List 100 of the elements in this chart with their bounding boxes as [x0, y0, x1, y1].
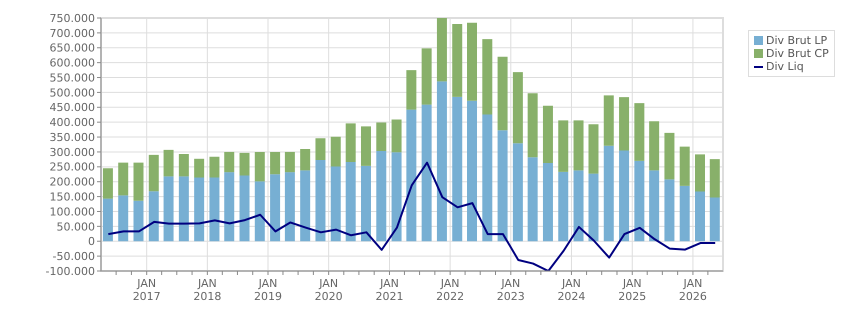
- bar: [284, 172, 295, 242]
- bar: [680, 186, 690, 242]
- bar: [330, 136, 341, 167]
- bar: [452, 96, 462, 242]
- bar: [604, 146, 614, 242]
- bar: [436, 18, 447, 82]
- bar: [664, 179, 674, 242]
- bar: [133, 162, 144, 201]
- bar: [270, 174, 280, 242]
- bar: [604, 95, 614, 146]
- bar: [422, 48, 432, 105]
- bar: [270, 152, 280, 174]
- bar: [558, 120, 568, 172]
- bar: [392, 120, 402, 152]
- bar: [482, 114, 492, 242]
- y-tick-label: 600.000: [50, 56, 95, 70]
- bar: [240, 152, 250, 176]
- bar: [300, 170, 310, 242]
- bar: [178, 154, 189, 176]
- bar: [664, 132, 674, 180]
- bar: [300, 148, 310, 170]
- bar: [542, 162, 553, 242]
- bar: [528, 93, 538, 158]
- bar: [102, 168, 113, 199]
- bar: [148, 191, 159, 242]
- bar: [619, 97, 630, 150]
- x-tick-label: JAN 2018: [193, 277, 222, 303]
- bar: [133, 200, 144, 242]
- bar: [574, 120, 584, 170]
- bar: [528, 157, 538, 242]
- bar: [346, 162, 356, 242]
- line-series: [107, 162, 716, 271]
- bar: [498, 130, 508, 242]
- legend-label: Div Brut LP: [766, 34, 828, 47]
- x-tick-label: JAN 2019: [254, 277, 282, 303]
- bar: [118, 195, 128, 242]
- x-tick-label: JAN 2021: [375, 277, 404, 303]
- bar: [406, 110, 416, 242]
- bar: [254, 181, 265, 242]
- bar: [224, 152, 234, 172]
- bar: [452, 24, 462, 97]
- y-tick-label: 100.000: [50, 205, 95, 218]
- bar: [498, 56, 508, 130]
- y-tick-label: 700.000: [50, 26, 95, 40]
- y-tick-label: 150.000: [50, 190, 95, 204]
- x-tick-label: JAN 2022: [436, 277, 464, 303]
- y-tick-label: 200.000: [50, 176, 95, 189]
- bar: [346, 123, 356, 162]
- bar: [634, 160, 644, 242]
- bar: [406, 70, 416, 110]
- bar: [634, 103, 644, 161]
- bar: [512, 72, 523, 144]
- y-tick-label: -100.000: [46, 264, 95, 278]
- x-tick-label: JAN 2017: [132, 277, 161, 303]
- y-tick-label: 250.000: [50, 160, 95, 174]
- bar: [376, 151, 386, 242]
- y-tick-label: 0: [88, 235, 95, 248]
- bar: [588, 124, 598, 174]
- bar: [649, 121, 660, 170]
- x-tick-label: JAN 2020: [314, 277, 343, 303]
- bar: [209, 178, 220, 242]
- bar: [178, 176, 189, 242]
- bar: [148, 154, 159, 192]
- bar: [574, 170, 584, 242]
- bar: [558, 172, 568, 242]
- bar: [482, 39, 492, 114]
- y-tick-label: 500.000: [50, 86, 95, 100]
- y-tick-label: 550.000: [50, 71, 95, 84]
- bar: [588, 174, 598, 242]
- x-tick-label: JAN 2023: [496, 277, 525, 303]
- bar: [467, 100, 478, 242]
- bar: [436, 81, 447, 242]
- bar: [422, 104, 432, 242]
- y-tick-label: 400.000: [50, 116, 95, 130]
- x-tick-label: JAN 2024: [557, 277, 586, 303]
- bar: [194, 158, 204, 178]
- bar: [710, 197, 720, 242]
- bar: [467, 22, 478, 101]
- bar: [695, 154, 706, 192]
- bar: [240, 175, 250, 242]
- bar: [209, 156, 220, 178]
- bar: [695, 192, 706, 242]
- x-tick-label: JAN 2026: [678, 277, 707, 303]
- bar: [224, 172, 234, 242]
- bar: [710, 159, 720, 198]
- bar: [542, 106, 553, 163]
- bar: [254, 152, 265, 182]
- bar: [315, 138, 326, 160]
- bar: [164, 176, 174, 242]
- y-tick-label: 650.000: [50, 42, 95, 55]
- bar: [118, 162, 128, 196]
- x-tick-label: JAN 2025: [618, 277, 646, 303]
- bar: [376, 122, 386, 152]
- bar: [284, 152, 295, 172]
- bar: [360, 166, 371, 242]
- y-tick-label: -50.000: [52, 250, 95, 264]
- bar: [512, 143, 523, 242]
- bar: [102, 198, 113, 242]
- bar: [619, 150, 630, 242]
- bar: [360, 126, 371, 166]
